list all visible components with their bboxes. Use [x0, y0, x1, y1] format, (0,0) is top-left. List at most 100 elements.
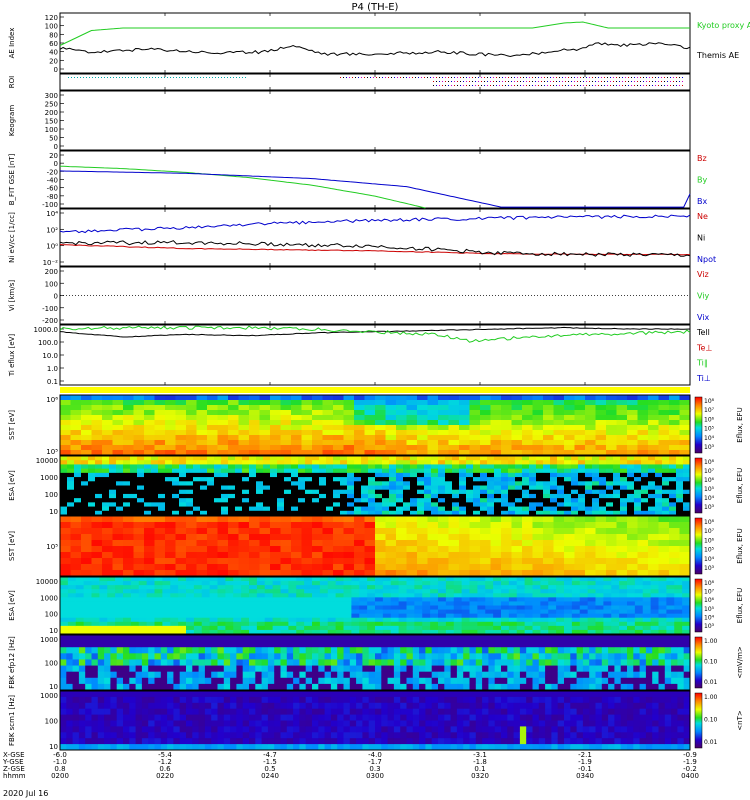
sst-ion-spectrogram-cell [81, 445, 92, 451]
fbk-efp-spectrogram-cell [456, 641, 464, 648]
esa-electron-spectrogram-cell [249, 581, 258, 586]
fbk-efp-spectrogram-cell [78, 635, 86, 642]
sst-ion-spectrogram-cell [207, 420, 218, 426]
esa-ion-spectrogram-cell [347, 456, 355, 461]
esa-ion-spectrogram-cell [158, 468, 166, 474]
esa-ion-spectrogram-cell [613, 485, 621, 491]
esa-electron-spectrogram-cell [603, 581, 612, 586]
esa-electron-spectrogram-cell [201, 589, 211, 594]
roi-dot [412, 77, 413, 78]
roi-dot [520, 85, 521, 86]
esa-electron-spectrogram-cell [595, 605, 604, 610]
esa-electron-spectrogram-cell [264, 605, 274, 610]
sst-electron-spectrogram-cell [637, 552, 649, 559]
esa-electron-spectrogram-cell [264, 629, 274, 635]
sst-electron-spectrogram-cell [417, 540, 428, 547]
sst-ion-spectrogram-cell [112, 415, 124, 421]
esa-ion-spectrogram-cell [396, 468, 404, 474]
esa-electron-spectrogram-cell [461, 581, 470, 586]
roi-dot [604, 77, 605, 78]
esa-ion-spectrogram-cell [172, 460, 180, 465]
fbk-efp-spectrogram-cell [211, 653, 218, 660]
fbk-efp-spectrogram-cell [431, 665, 439, 673]
esa-electron-spectrogram-cell [154, 625, 163, 631]
sst-ion-spectrogram-cell [375, 450, 386, 456]
sst-ion-spectrogram-cell [322, 415, 334, 421]
roi-dot [562, 85, 563, 86]
esa-ion-spectrogram-cell [249, 472, 257, 478]
fbk-efp-spectrogram-cell [387, 647, 395, 654]
roi-dot [355, 77, 356, 78]
esa-ion-spectrogram-cell [165, 502, 173, 507]
roi-dot [382, 77, 383, 78]
roi-dot [673, 85, 674, 86]
esa-ion-spectrogram-cell [165, 489, 173, 495]
sst-electron-spectrogram-cell [480, 534, 491, 541]
fbk-efp-spectrogram-cell [375, 641, 382, 648]
esa-electron-spectrogram-cell [564, 629, 573, 635]
roi-dot [592, 85, 593, 86]
esa-ion-spectrogram-cell [529, 506, 537, 512]
sst-ion-spectrogram-cell [595, 400, 607, 406]
esa-electron-spectrogram-cell [60, 625, 69, 631]
esa-ion-spectrogram-cell [494, 502, 502, 507]
roi-dot [424, 77, 425, 78]
esa-ion-spectrogram-cell [277, 502, 285, 507]
fbk-efp-spectrogram-cell [154, 641, 162, 648]
esa-electron-spectrogram-cell [682, 605, 691, 610]
fbk-efp-spectrogram-cell [223, 647, 231, 654]
roi-dot [652, 77, 653, 78]
sst-ion-spectrogram-cell [574, 430, 586, 436]
esa-ion-spectrogram-cell [382, 456, 390, 461]
roi-dot [233, 77, 234, 78]
esa-ion-spectrogram-cell [88, 456, 96, 461]
roi-dot [119, 77, 120, 78]
esa-ion-spectrogram-cell [676, 510, 684, 516]
esa-electron-spectrogram-cell [75, 621, 85, 627]
esa-ion-spectrogram-cell [480, 498, 488, 503]
esa-electron-spectrogram-cell [319, 589, 329, 594]
roi-dot [673, 77, 674, 78]
esa-electron-spectrogram-cell [650, 581, 659, 586]
esa-electron-spectrogram-cell [485, 581, 494, 586]
fbk-efp-spectrogram-cell [104, 635, 111, 642]
sst-electron-spectrogram-cell [595, 528, 607, 535]
esa-electron-spectrogram-cell [209, 601, 218, 606]
sst-ion-spectrogram-colorbar-label: 10⁸ [704, 398, 715, 405]
sst-electron-spectrogram-cell [144, 528, 155, 535]
roi-dot [490, 85, 491, 86]
esa-ion-spectrogram-cell [361, 468, 369, 474]
esa-electron-spectrogram-cell [587, 621, 596, 627]
roi-dot [379, 77, 380, 78]
esa-electron-spectrogram-cell [469, 613, 478, 619]
esa-ion-spectrogram-cell [326, 489, 334, 495]
esa-electron-spectrogram-cell [571, 597, 581, 602]
esa-electron-spectrogram-cell [186, 585, 195, 590]
esa-ion-spectrogram-cell [284, 506, 292, 512]
esa-ion-spectrogram-cell [340, 485, 348, 491]
esa-electron-spectrogram-cell [642, 613, 652, 619]
fbk-efp-spectrogram-cell [160, 653, 168, 660]
esa-ion-spectrogram-cell [529, 498, 537, 503]
sst-ion-spectrogram-cell [238, 400, 250, 406]
sst-ion-spectrogram-cell [207, 395, 218, 401]
esa-ion-spectrogram-cell [375, 460, 383, 465]
esa-electron-spectrogram-cell [579, 593, 589, 598]
esa-ion-spectrogram-cell [193, 456, 201, 461]
esa-ion-spectrogram-cell [459, 502, 467, 507]
esa-ion-spectrogram-cell [620, 506, 628, 512]
fbk-efp-spectrogram-cell [318, 665, 325, 673]
esa-electron-spectrogram-cell [375, 577, 384, 582]
roi-dot [508, 77, 509, 78]
sst-ion-spectrogram-cell [196, 445, 208, 451]
velocity-panel-ytick-label: 0 [54, 293, 58, 301]
esa-electron-spectrogram-cell [430, 597, 439, 602]
bfield-panel-ytick-label: 20 [49, 152, 58, 160]
esa-electron-spectrogram-cell [556, 613, 565, 619]
roi-dot [640, 81, 641, 82]
esa-electron-spectrogram-cell [170, 581, 179, 586]
esa-electron-spectrogram-cell [359, 577, 368, 582]
sst-ion-spectrogram-cell [238, 425, 250, 431]
sst-electron-spectrogram-cell [301, 552, 313, 559]
esa-ion-spectrogram-cell [529, 472, 537, 478]
